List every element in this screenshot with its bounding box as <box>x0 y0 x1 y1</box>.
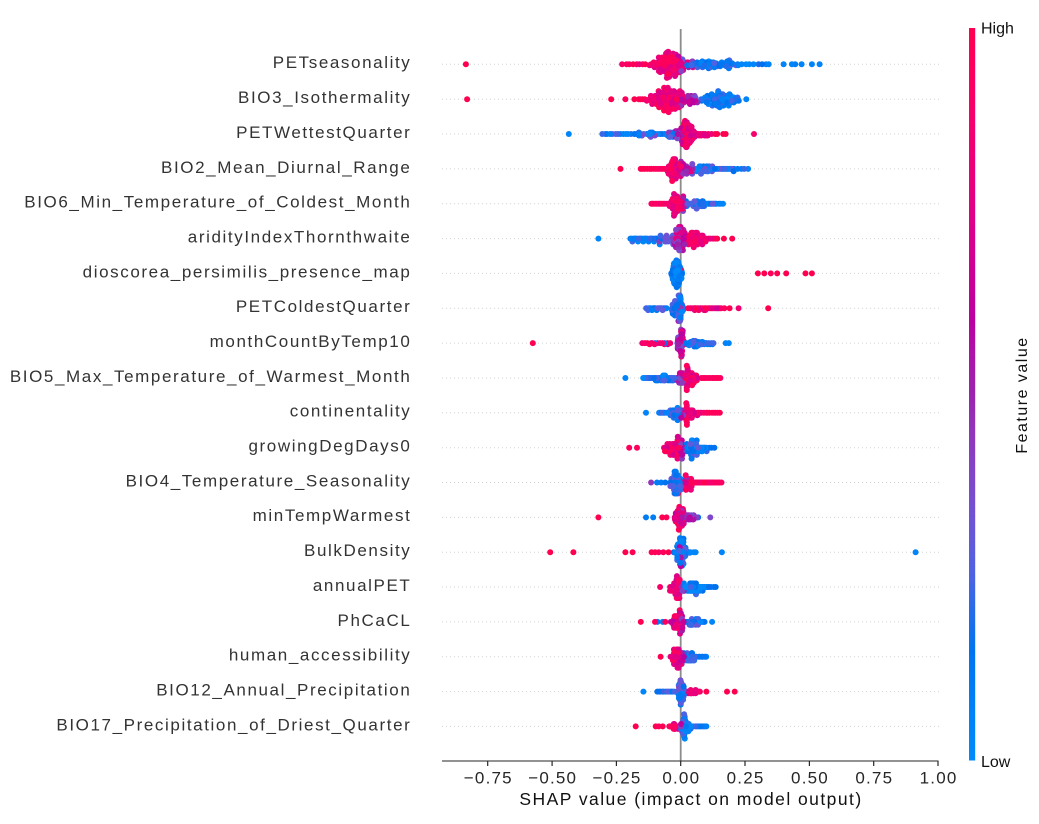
svg-text:BulkDensity: BulkDensity <box>304 541 411 560</box>
svg-text:PhCaCL: PhCaCL <box>338 611 412 630</box>
svg-text:annualPET: annualPET <box>313 576 412 595</box>
svg-text:growingDegDays0: growingDegDays0 <box>248 437 411 456</box>
svg-text:Low: Low <box>981 754 1011 771</box>
svg-text:−0.50: −0.50 <box>528 768 577 787</box>
svg-text:Feature value: Feature value <box>1014 336 1031 453</box>
svg-text:BIO6_Min_Temperature_of_Coldes: BIO6_Min_Temperature_of_Coldest_Month <box>24 193 411 212</box>
svg-text:BIO4_Temperature_Seasonality: BIO4_Temperature_Seasonality <box>126 471 412 490</box>
svg-text:0.50: 0.50 <box>791 768 829 787</box>
svg-text:BIO5_Max_Temperature_of_Warmes: BIO5_Max_Temperature_of_Warmest_Month <box>10 367 412 386</box>
svg-text:minTempWarmest: minTempWarmest <box>253 506 412 525</box>
svg-text:human_accessibility: human_accessibility <box>229 646 412 665</box>
svg-text:BIO2_Mean_Diurnal_Range: BIO2_Mean_Diurnal_Range <box>161 158 411 177</box>
svg-text:continentality: continentality <box>290 402 412 421</box>
svg-text:−0.25: −0.25 <box>592 768 641 787</box>
svg-text:BIO3_Isothermality: BIO3_Isothermality <box>238 88 411 107</box>
svg-text:−0.75: −0.75 <box>464 768 513 787</box>
svg-text:0.75: 0.75 <box>855 768 893 787</box>
svg-text:0.00: 0.00 <box>662 768 700 787</box>
svg-text:PETWettestQuarter: PETWettestQuarter <box>236 123 411 142</box>
svg-text:High: High <box>981 21 1014 38</box>
svg-text:PETseasonality: PETseasonality <box>273 53 412 72</box>
svg-text:BIO17_Precipitation_of_Driest_: BIO17_Precipitation_of_Driest_Quarter <box>56 715 411 734</box>
svg-text:BIO12_Annual_Precipitation: BIO12_Annual_Precipitation <box>156 681 411 700</box>
svg-text:PETColdestQuarter: PETColdestQuarter <box>236 297 412 316</box>
svg-text:0.25: 0.25 <box>727 768 765 787</box>
svg-text:1.00: 1.00 <box>920 768 958 787</box>
svg-text:SHAP value (impact on model ou: SHAP value (impact on model output) <box>519 789 862 809</box>
svg-text:dioscorea_persimilis_presence_: dioscorea_persimilis_presence_map <box>83 262 412 281</box>
svg-text:aridityIndexThornthwaite: aridityIndexThornthwaite <box>188 228 412 247</box>
svg-text:monthCountByTemp10: monthCountByTemp10 <box>210 332 412 351</box>
